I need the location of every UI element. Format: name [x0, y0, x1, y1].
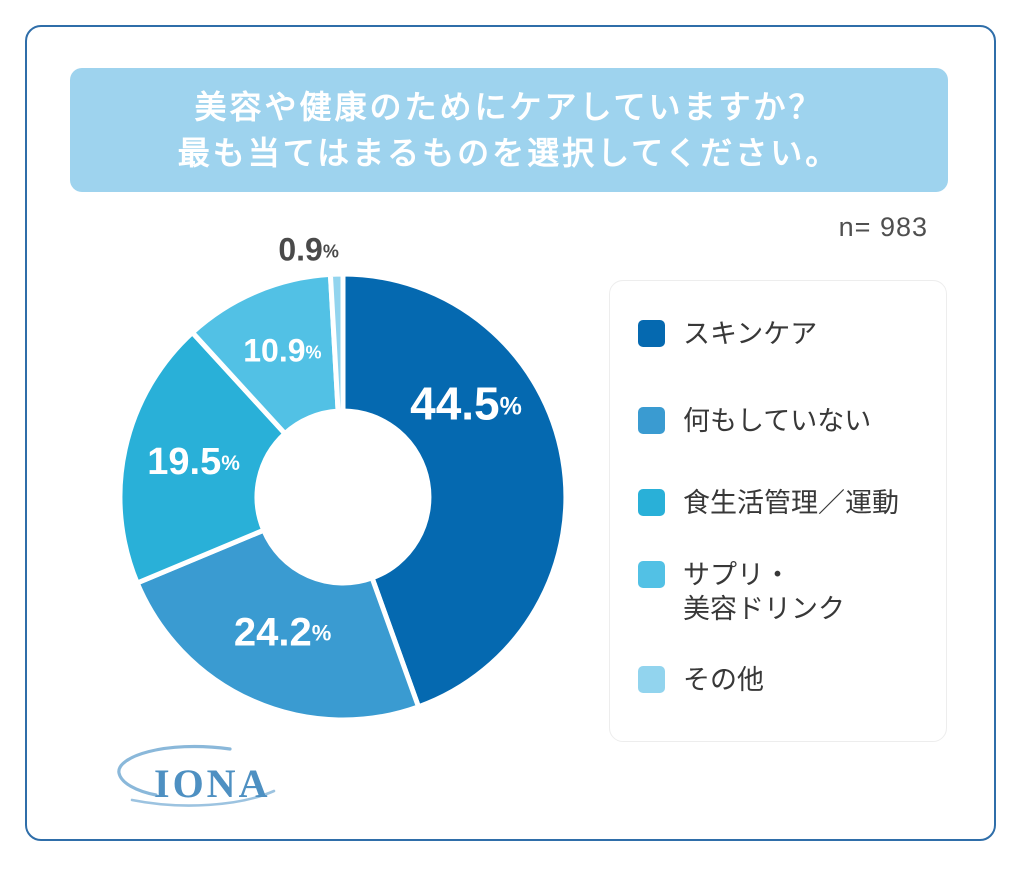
legend: スキンケア 何もしていない 食生活管理／運動 サプリ・ 美容ドリンク その他: [609, 280, 947, 742]
legend-swatch-nothing: [638, 407, 665, 434]
legend-swatch-supplement-drink: [638, 561, 665, 588]
outer-frame: 美容や健康のためにケアしていますか？ 最も当てはまるものを選択してください。 n…: [25, 25, 996, 841]
iona-logo-text: IONA: [154, 761, 270, 806]
legend-item-diet-exercise: 食生活管理／運動: [638, 486, 899, 520]
legend-item-skincare: スキンケア: [638, 317, 817, 351]
legend-swatch-diet-exercise: [638, 489, 665, 516]
title-line-2: 最も当てはまるものを選択してください。: [177, 135, 841, 171]
legend-label: その他: [683, 665, 764, 695]
legend-swatch-skincare: [638, 320, 665, 347]
legend-swatch-other: [638, 666, 665, 693]
legend-label: サプリ・ 美容ドリンク: [683, 560, 845, 624]
legend-label: スキンケア: [683, 319, 818, 349]
legend-item-nothing: 何もしていない: [638, 404, 871, 438]
legend-label: 何もしていない: [683, 406, 872, 436]
legend-item-supplement-drink: サプリ・ 美容ドリンク: [638, 558, 845, 626]
iona-logo-swoosh-top: [117, 744, 232, 797]
sample-size-label: n= 983: [838, 212, 928, 242]
title-banner: 美容や健康のためにケアしていますか？ 最も当てはまるものを選択してください。: [70, 68, 948, 192]
legend-item-other: その他: [638, 663, 764, 697]
iona-logo: IONA: [117, 744, 276, 807]
legend-label: 食生活管理／運動: [683, 488, 899, 518]
title-line-1: 美容や健康のためにケアしていますか？: [194, 89, 824, 125]
iona-logo-swoosh-bottom: [130, 789, 276, 807]
